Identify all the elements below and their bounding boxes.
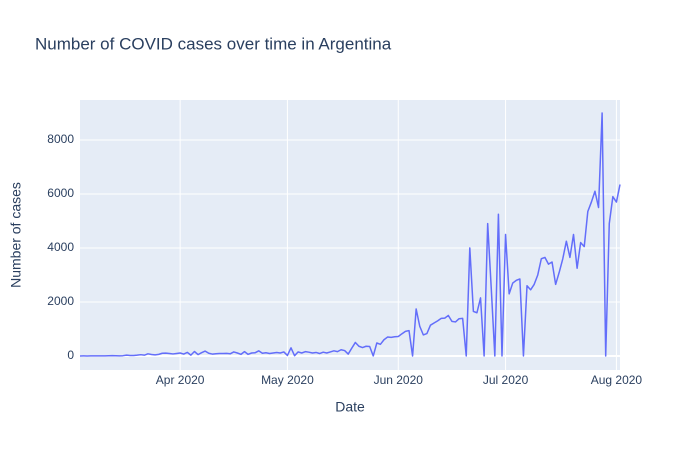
x-tick-label: May 2020 <box>261 373 314 387</box>
x-tick-label: Jun 2020 <box>374 373 424 387</box>
x-tick-label: Aug 2020 <box>591 373 643 387</box>
y-tick-label: 0 <box>67 348 74 362</box>
x-tick-label: Apr 2020 <box>156 373 205 387</box>
y-tick-label: 6000 <box>47 186 74 200</box>
plot-area <box>80 100 620 370</box>
chart-title: Number of COVID cases over time in Argen… <box>35 34 392 53</box>
y-axis-title: Number of cases <box>8 182 24 288</box>
x-axis-title: Date <box>335 399 365 415</box>
y-tick-label: 8000 <box>47 132 74 146</box>
y-tick-label: 2000 <box>47 294 74 308</box>
x-tick-label: Jul 2020 <box>483 373 529 387</box>
line <box>79 112 621 357</box>
y-tick-label: 4000 <box>47 240 74 254</box>
